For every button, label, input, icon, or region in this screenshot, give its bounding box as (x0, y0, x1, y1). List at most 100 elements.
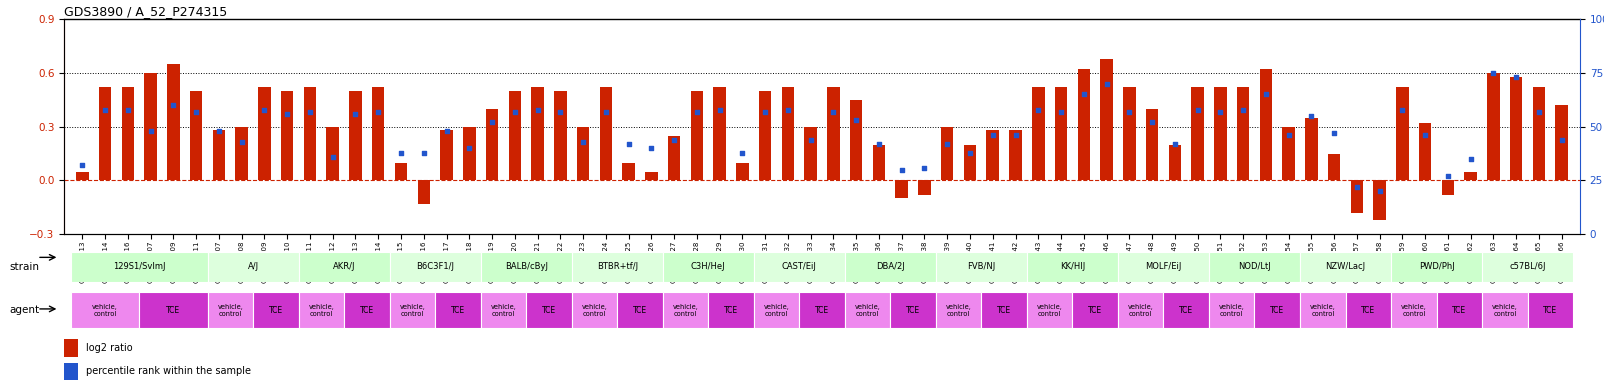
Bar (99, 87, 111, 180)
Bar (709, 292, 754, 328)
Bar (64, 362, 79, 380)
Bar (1009, 130, 1022, 180)
Bar (1209, 252, 1299, 282)
Point (1094, 81, 1120, 87)
Bar (71, 292, 140, 328)
Bar (1055, 87, 1067, 180)
Point (1480, 70, 1506, 76)
Point (160, 102, 186, 108)
Bar (1482, 292, 1527, 328)
Bar (236, 127, 249, 180)
Text: TCE: TCE (1362, 306, 1375, 314)
Point (525, 106, 550, 113)
Text: vehicle,
control: vehicle, control (1310, 304, 1336, 316)
Point (1071, 91, 1097, 98)
Bar (571, 292, 618, 328)
Bar (486, 109, 499, 180)
Point (297, 109, 322, 115)
Bar (1237, 87, 1250, 180)
Point (1002, 132, 1028, 138)
Text: FVB/NJ: FVB/NJ (967, 262, 996, 271)
Text: TCE: TCE (1179, 306, 1193, 314)
Point (1253, 91, 1278, 98)
Point (683, 109, 709, 115)
Text: vehicle,
control: vehicle, control (491, 304, 516, 316)
Bar (964, 145, 977, 180)
Bar (895, 180, 908, 199)
Bar (1073, 292, 1118, 328)
Text: GDS3890 / A_52_P274315: GDS3890 / A_52_P274315 (64, 5, 228, 18)
Text: percentile rank within the sample: percentile rank within the sample (87, 366, 252, 376)
Point (1322, 130, 1347, 136)
Point (1185, 106, 1211, 113)
Point (319, 154, 345, 160)
Text: BALB/cByJ: BALB/cByJ (505, 262, 547, 271)
Bar (439, 130, 452, 180)
Text: TCE: TCE (359, 306, 374, 314)
Bar (481, 292, 526, 328)
Text: NOD/LtJ: NOD/LtJ (1238, 262, 1270, 271)
Bar (828, 87, 839, 180)
Bar (526, 292, 571, 328)
Bar (303, 87, 316, 180)
Point (980, 132, 1006, 138)
Bar (372, 87, 385, 180)
Text: vehicle,
control: vehicle, control (93, 304, 119, 316)
Point (1367, 188, 1392, 194)
Point (1299, 113, 1325, 119)
Text: TCE: TCE (1270, 306, 1285, 314)
Bar (1346, 292, 1391, 328)
Text: AKR/J: AKR/J (334, 262, 356, 271)
Bar (75, 172, 88, 180)
Bar (1259, 70, 1272, 180)
Point (1161, 141, 1187, 147)
Text: vehicle,
control: vehicle, control (855, 304, 881, 316)
Point (593, 109, 619, 115)
Bar (1395, 87, 1408, 180)
Bar (799, 292, 845, 328)
Point (775, 106, 800, 113)
Text: vehicle,
control: vehicle, control (1219, 304, 1245, 316)
Point (433, 128, 459, 134)
Bar (691, 91, 703, 180)
Point (1525, 109, 1551, 115)
Bar (1254, 292, 1299, 328)
Text: c57BL/6J: c57BL/6J (1509, 262, 1546, 271)
Bar (1487, 73, 1500, 180)
Bar (258, 87, 271, 180)
Bar (845, 292, 890, 328)
Bar (167, 64, 180, 180)
Text: C3H/HeJ: C3H/HeJ (691, 262, 725, 271)
Bar (1306, 118, 1317, 180)
Point (411, 149, 436, 156)
Bar (1437, 292, 1482, 328)
Bar (281, 91, 294, 180)
Bar (645, 172, 658, 180)
Bar (1123, 87, 1136, 180)
Point (547, 109, 573, 115)
Point (1413, 132, 1439, 138)
Point (797, 137, 823, 143)
Bar (1145, 109, 1158, 180)
Text: TCE: TCE (634, 306, 646, 314)
Bar (464, 127, 475, 180)
Bar (1482, 252, 1574, 282)
Point (571, 139, 597, 145)
Bar (345, 292, 390, 328)
Point (1549, 137, 1575, 143)
Bar (1209, 292, 1254, 328)
Point (1389, 106, 1415, 113)
Bar (1391, 292, 1437, 328)
Bar (71, 252, 207, 282)
Bar (781, 87, 794, 180)
Bar (207, 292, 253, 328)
Bar (618, 292, 662, 328)
Bar (390, 292, 435, 328)
Point (388, 149, 414, 156)
Bar (553, 91, 566, 180)
Bar (873, 145, 885, 180)
Bar (662, 252, 754, 282)
Point (730, 149, 755, 156)
Bar (662, 292, 709, 328)
Point (707, 106, 733, 113)
